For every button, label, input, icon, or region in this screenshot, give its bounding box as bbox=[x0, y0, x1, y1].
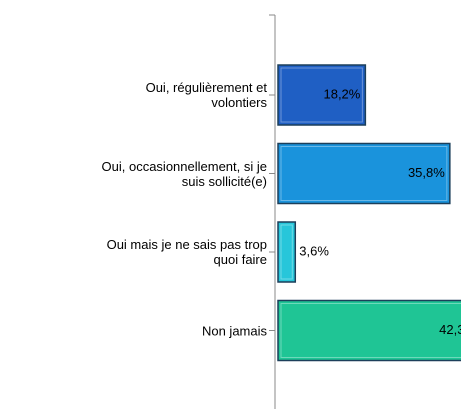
bar-bevel bbox=[280, 67, 363, 123]
bar bbox=[277, 221, 297, 283]
category-label: Oui, occasionnellement, si je suis solli… bbox=[101, 158, 267, 189]
bar bbox=[277, 64, 367, 126]
bar-bevel bbox=[280, 224, 293, 280]
category-label: Oui, régulièrement et volontiers bbox=[145, 80, 267, 110]
category-label: Non jamais bbox=[201, 323, 267, 338]
bar-bevel bbox=[280, 146, 448, 201]
bar-bevel bbox=[280, 303, 461, 358]
value-label: 42,3% bbox=[439, 322, 461, 337]
value-label: 3,6% bbox=[299, 243, 329, 258]
category-label: Oui mais je ne sais pas trop quoi faire bbox=[106, 237, 267, 267]
value-label: 35,8% bbox=[408, 165, 445, 180]
value-label: 18,2% bbox=[323, 86, 360, 101]
bar bbox=[277, 299, 461, 362]
bar bbox=[277, 142, 451, 205]
